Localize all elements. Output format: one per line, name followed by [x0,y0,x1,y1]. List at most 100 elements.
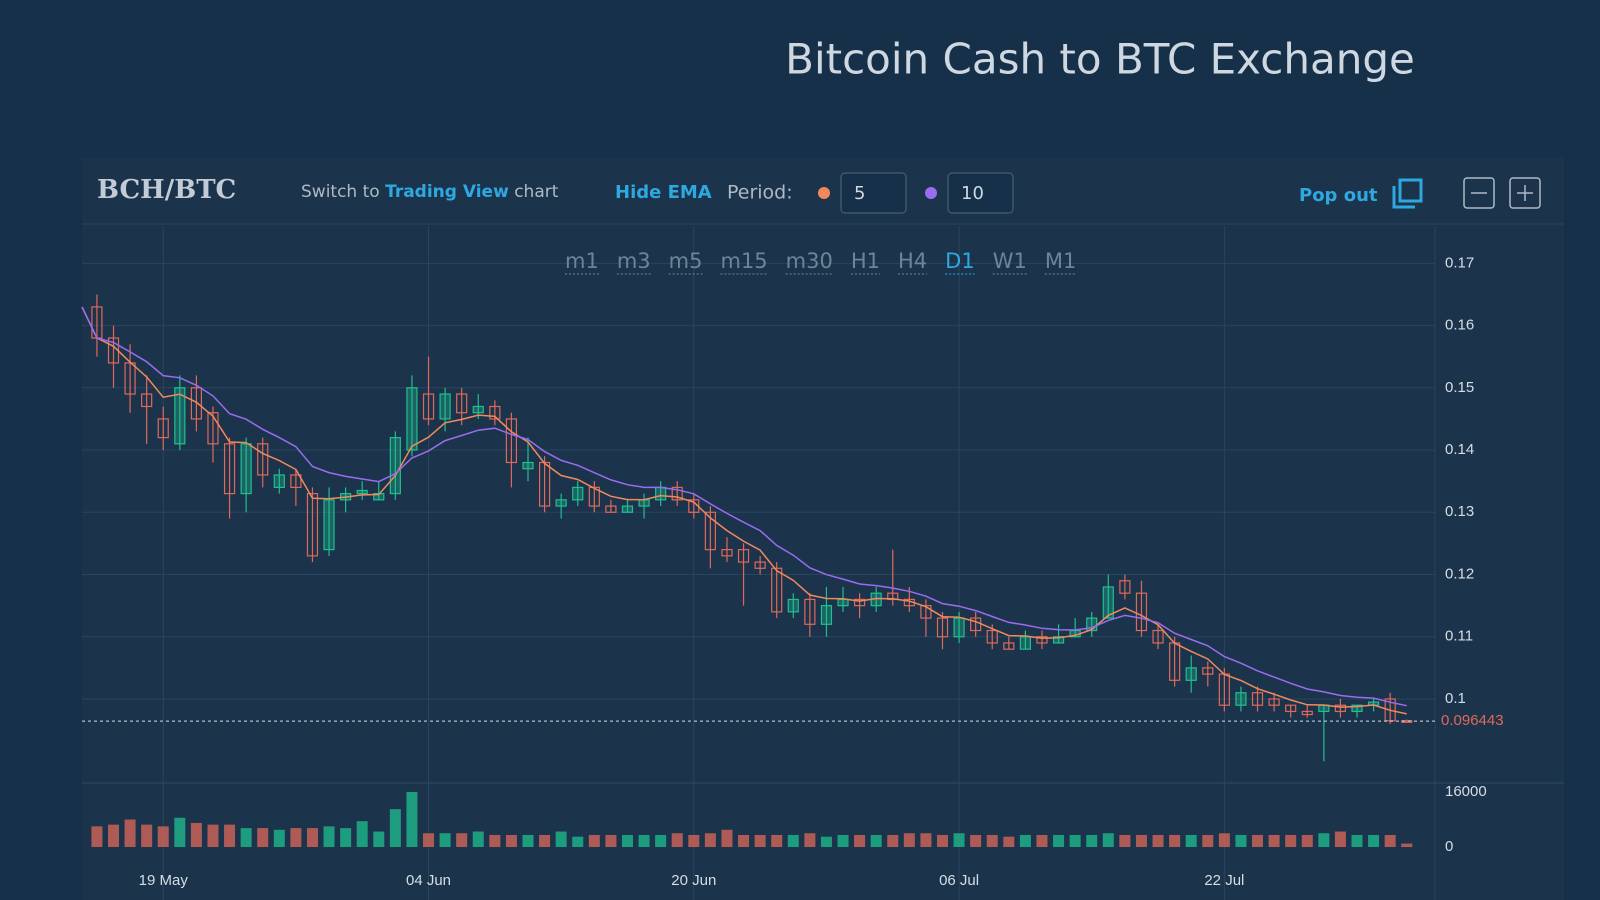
volume-bar [771,834,783,848]
volume-bar [1202,834,1214,848]
volume-bar [373,831,385,848]
volume-bar [439,833,451,848]
volume-bar [273,829,285,848]
zoom-in-button[interactable] [1509,177,1541,209]
candle-body [1334,704,1347,713]
candle-body [273,474,285,488]
period-value-fast[interactable]: 5 [854,183,865,204]
candle-body [456,393,468,414]
y-tick-label: 0.16 [1445,317,1474,334]
timeframe-tab[interactable]: D1 [945,249,975,273]
x-tick-label: 19 May [139,872,189,889]
candle-body [787,598,799,613]
volume-bar [870,834,882,848]
volume-bar [1351,834,1363,848]
volume-bar [207,824,219,848]
hide-ema-button[interactable]: Hide EMA [615,182,712,203]
candle-body [323,499,335,551]
volume-bar [721,829,733,848]
candle-body [1036,636,1048,644]
candle-body [472,405,484,414]
candle-body [1202,667,1214,675]
volume-bar [970,834,982,848]
candle-body [1285,704,1297,713]
volume-bar [903,833,915,848]
volume-bar [522,834,534,848]
volume-bar [423,833,435,848]
candle-body [837,598,849,607]
period-input-fast[interactable] [840,172,907,214]
volume-bar [1119,834,1131,848]
period-value-slow[interactable]: 10 [961,183,984,204]
volume-bar [141,824,153,848]
pop-out-button[interactable]: Pop out [1299,185,1378,206]
timeframe-tab[interactable]: H1 [851,249,880,273]
timeframe-tab[interactable]: m1 [565,249,599,273]
candle-body [671,486,683,501]
volume-bar [1135,834,1147,848]
candle-body [207,412,219,445]
volume-bar [754,834,766,848]
ema-line [81,306,1407,715]
volume-bar [820,836,832,848]
candle-body [174,387,186,445]
timeframe-tab[interactable]: m3 [617,249,651,273]
volume-bar [1368,834,1380,848]
candle-body [754,561,766,569]
candle-body [406,387,418,451]
candle-body [489,405,501,420]
volume-bar [1102,833,1114,848]
period-input-slow[interactable] [947,172,1014,214]
y-tick-label: 0.17 [1445,254,1474,271]
volume-bar [1218,833,1230,848]
volume-bar [854,834,866,848]
timeframe-tab[interactable]: m30 [786,249,833,273]
volume-bar [472,831,484,848]
page-title: Bitcoin Cash to BTC Exchange [785,35,1415,84]
volume-bar [920,833,932,848]
trading-view-link[interactable]: Trading View [385,182,509,202]
candle-body [936,617,949,638]
y-tick-label: 0.11 [1445,628,1473,645]
volume-bar [1185,834,1197,848]
timeframe-tab[interactable]: M1 [1045,249,1076,273]
y-tick-label: 0.1 [1445,690,1466,707]
candle-body [157,418,169,439]
candle-body [505,418,518,464]
pop-out-icon[interactable] [1392,178,1423,209]
volume-bar [356,821,368,848]
volume-tick-label: 0 [1445,838,1453,855]
x-tick-label: 04 Jun [406,872,451,889]
candle-body [1235,692,1247,706]
volume-bar [1003,836,1015,848]
volume-bar [290,828,302,848]
y-tick-label: 0.13 [1445,503,1474,520]
volume-bar [1152,834,1164,848]
timeframe-tab[interactable]: H4 [898,249,927,273]
candle-body [141,393,153,408]
volume-bar [1019,834,1031,848]
x-tick-label: 06 Jul [939,872,979,889]
volume-bar [671,833,683,848]
volume-bar [953,833,965,848]
timeframe-tab[interactable]: W1 [993,249,1027,273]
timeframe-tab[interactable]: m5 [669,249,703,273]
candle-body [1135,592,1148,632]
volume-bar [1036,834,1048,848]
volume-bar [1053,834,1065,848]
candle-body [389,436,401,495]
timeframe-tab[interactable]: m15 [720,249,767,273]
candle-body [588,486,600,507]
ema-slow-dot [925,187,937,199]
candle-body [190,387,203,420]
volume-bar [406,791,418,848]
volume-tick-label: 16000 [1445,783,1487,800]
volume-bar [157,826,169,848]
volume-bar [1069,834,1081,848]
volume-bar [1169,834,1181,848]
candle-body [704,511,716,551]
zoom-out-button[interactable] [1463,177,1495,209]
volume-bar [588,834,600,848]
